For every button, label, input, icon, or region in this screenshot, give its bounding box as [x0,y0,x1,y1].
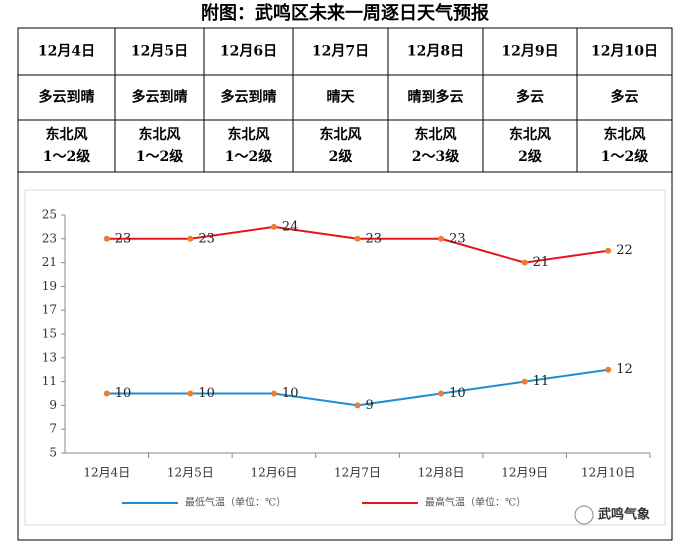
table-cell: 多云到晴 [221,89,277,106]
y-tick-label: 15 [42,327,57,341]
y-tick-label: 19 [42,279,57,293]
table-cell: 12月10日 [591,44,658,60]
table-cell: 2级 [329,148,354,165]
data-label: 10 [198,386,215,401]
x-tick-label: 12月4日 [83,466,130,480]
watermark: 武鸣气象 [598,507,650,523]
x-tick-label: 12月7日 [334,466,381,480]
table-cell: 12月9日 [501,44,558,60]
legend-label: 最高气温（单位：℃） [425,496,526,509]
title: 附图：武鸣区未来一周逐日天气预报 [201,2,489,24]
x-tick-label: 12月8日 [418,466,465,480]
x-tick-label: 12月6日 [250,466,297,480]
data-label: 23 [198,231,215,246]
y-tick-label: 13 [42,350,57,364]
data-label: 11 [533,374,550,389]
table-cell: 多云到晴 [132,89,188,106]
point [521,378,528,385]
y-tick-label: 9 [49,398,57,412]
table-cell: 1～2级 [225,148,273,165]
data-label: 23 [366,231,383,246]
point [605,366,612,373]
y-tick-label: 11 [42,374,57,388]
point [270,223,277,230]
table-cell: 1～2级 [136,148,184,165]
table-cell: 多云 [516,89,544,106]
y-tick-label: 25 [42,208,57,222]
table-cell: 晴天 [327,89,356,106]
table-cell: 12月8日 [407,44,464,60]
point [103,235,110,242]
table-cell: 12月6日 [220,44,277,60]
x-tick-label: 12月9日 [501,466,548,480]
table-cell: 多云到晴 [39,89,95,106]
table-cell: 东北风 [46,126,88,143]
table-cell: 1～2级 [601,148,649,165]
data-label: 9 [366,398,374,413]
table-cell: 东北风 [139,126,181,143]
logo [574,505,594,525]
chart-area [24,189,666,526]
table-cell: 1～2级 [43,148,91,165]
point [521,259,528,266]
data-label: 10 [449,386,466,401]
table-cell: 12月4日 [38,44,95,60]
data-label: 21 [533,255,550,270]
table-cell: 12月5日 [131,44,188,60]
table-cell: 多云 [611,89,639,106]
point [605,247,612,254]
point [103,390,110,397]
legend-label: 最低气温（单位：℃） [185,496,286,509]
data-label: 23 [115,231,132,246]
point [438,390,445,397]
table-cell: 2～3级 [412,148,460,165]
point [354,402,361,409]
point [187,390,194,397]
table-cell: 东北风 [228,126,270,143]
y-tick-label: 21 [42,255,57,269]
data-label: 24 [282,219,299,234]
point [270,390,277,397]
data-label: 10 [115,386,132,401]
point [354,235,361,242]
y-tick-label: 7 [49,422,57,436]
y-tick-label: 17 [42,303,57,317]
table-cell: 东北风 [415,126,457,143]
point [187,235,194,242]
data-label: 23 [449,231,466,246]
data-label: 22 [616,243,633,258]
x-tick-label: 12月5日 [167,466,214,480]
table-cell: 2级 [518,148,543,165]
data-label: 10 [282,386,299,401]
data-label: 12 [616,362,633,377]
table-cell: 12月7日 [312,44,369,60]
table-cell: 东北风 [509,126,551,143]
table-cell: 东北风 [604,126,646,143]
x-tick-label: 12月10日 [581,466,636,480]
table-cell: 晴到多云 [408,89,464,106]
point [438,235,445,242]
table-cell: 东北风 [320,126,362,143]
y-tick-label: 23 [42,231,57,245]
y-tick-label: 5 [49,446,57,460]
